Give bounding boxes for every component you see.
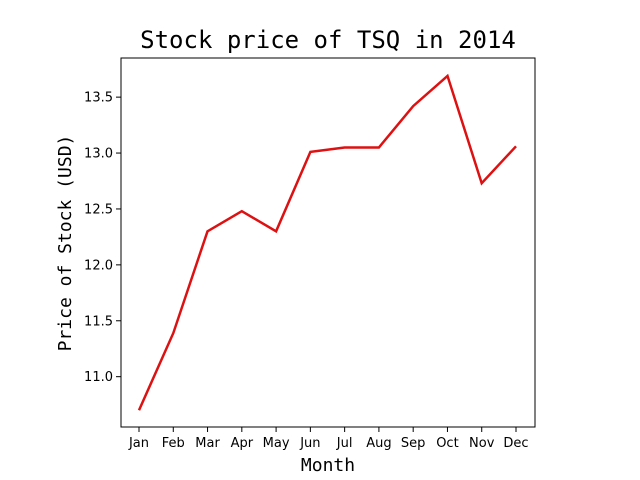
x-tick-label: May [263,436,290,451]
x-tick-label: Jul [336,436,353,451]
x-tick-label: Mar [195,436,220,451]
x-tick-label: Nov [469,436,495,451]
x-axis: Jan Feb Mar Apr May Jun Jul Aug Sep Oct Nov Dec [128,427,529,451]
y-tick-label: 11.0 [84,370,113,385]
y-tick-label: 13.5 [84,91,113,106]
x-tick-label: Apr [231,436,254,451]
x-tick-label: Dec [503,436,528,451]
x-tick-label: Feb [162,436,185,451]
series-layer [137,73,517,411]
x-tick-label: Sep [401,436,426,451]
y-axis-label: Price of Stock (USD) [55,135,76,352]
series-line [137,73,517,411]
y-tick-label: 12.5 [84,202,113,217]
y-tick-label: 12.0 [84,258,113,273]
y-axis: 11.0 11.5 12.0 12.5 13.0 13.5 [84,91,121,385]
x-axis-label: Month [301,455,355,476]
x-tick-label: Jan [128,436,149,451]
y-tick-label: 13.0 [84,147,113,162]
x-tick-label: Jun [299,436,320,451]
y-tick-label: 11.5 [84,314,113,329]
x-tick-label: Oct [436,436,458,451]
chart-title: Stock price of TSQ in 2014 [140,26,516,54]
x-tick-label: Aug [366,436,391,451]
plot-frame [120,57,536,428]
